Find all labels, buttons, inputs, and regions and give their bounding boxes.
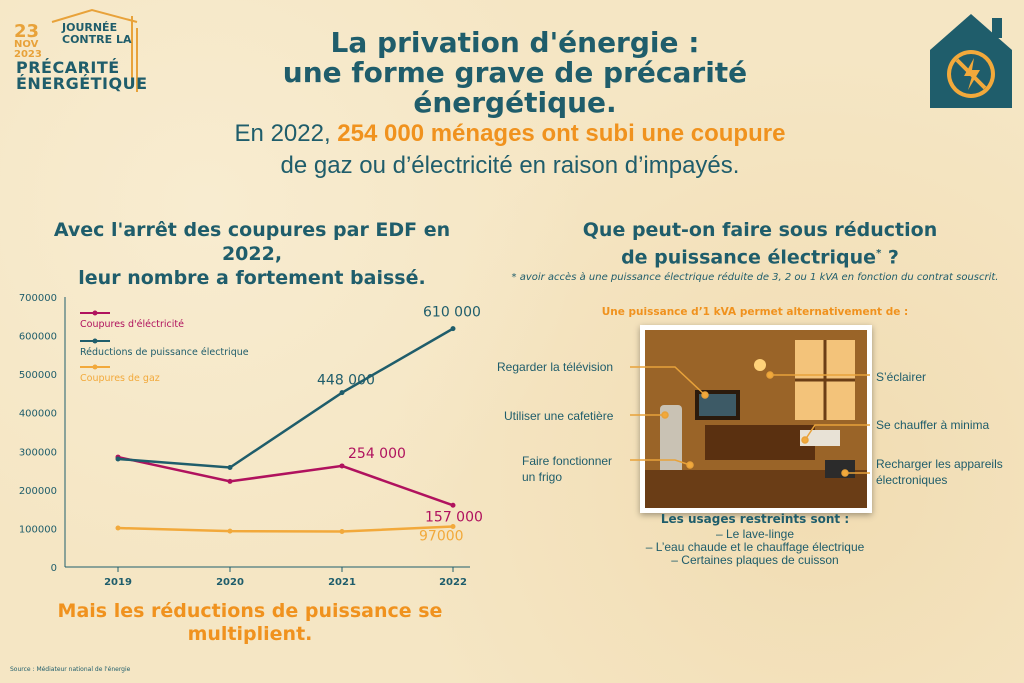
usage-heating: Se chauffer à minima	[876, 418, 990, 432]
event-logo: 23 NOV 2023 JOURNÉE CONTRE LA PRÉCARITÉ …	[12, 8, 172, 96]
y-tick-label: 100000	[19, 524, 57, 535]
usage-charging-1: Recharger les appareils	[876, 457, 1003, 471]
x-tick-label: 2019	[104, 577, 132, 588]
source-note: Source : Médiateur national de l'énergie	[10, 666, 131, 673]
usage-fridge-1: Faire fonctionner	[522, 454, 613, 468]
legend-marker	[92, 364, 98, 370]
data-point	[227, 478, 233, 484]
data-point	[450, 524, 456, 529]
legend-label: Réductions de puissance électrique	[80, 347, 249, 358]
restricted-item: – L’eau chaude et le chauffage électriqu…	[645, 540, 865, 554]
y-tick-label: 200000	[19, 486, 57, 497]
data-point	[115, 525, 121, 531]
data-label: 254 000	[348, 446, 406, 462]
usage-coffee: Utiliser une cafetière	[504, 409, 614, 423]
restricted-item: – Certaines plaques de cuisson	[671, 553, 839, 567]
data-point	[339, 529, 345, 535]
logo-house-outline	[51, 8, 138, 92]
data-point	[227, 528, 233, 534]
y-tick-label: 400000	[19, 409, 57, 420]
data-point	[227, 464, 233, 470]
series-line-0	[117, 455, 454, 507]
legend-marker	[92, 310, 98, 316]
usage-charging-2: électroniques	[876, 473, 948, 487]
data-point	[339, 390, 345, 396]
y-tick-label: 600000	[19, 332, 57, 343]
x-tick-label: 2022	[439, 577, 467, 588]
series-line-1	[117, 327, 454, 469]
usage-fridge-2: un frigo	[522, 470, 563, 484]
usage-tv: Regarder la télévision	[497, 360, 614, 374]
living-room-illustration	[640, 325, 872, 513]
kva-intro: Une puissance d’1 kVA permet alternative…	[601, 306, 909, 318]
usage-light: S’éclairer	[876, 370, 927, 384]
restricted-item: – Le lave-linge	[715, 527, 795, 541]
y-tick-label: 500000	[19, 370, 57, 381]
logo-main-text: PRÉCARITÉ ÉNERGÉTIQUE	[16, 58, 148, 93]
data-point	[450, 502, 456, 508]
usage-connectors	[630, 366, 870, 477]
data-point	[450, 326, 456, 332]
data-label: 97000	[419, 529, 464, 545]
bottom-title: Mais les réductions de puissance se mult…	[57, 600, 443, 645]
series-line-2	[117, 525, 454, 533]
legend-label: Coupures de gaz	[80, 373, 160, 384]
y-tick-label: 0	[51, 563, 57, 574]
footnote: * avoir accès à une puissance électrique…	[511, 272, 999, 283]
logo-date: 23 NOV 2023	[14, 21, 42, 60]
data-label: 610 000	[423, 305, 481, 321]
data-label: 448 000	[317, 373, 375, 389]
data-label: 157 000	[425, 509, 483, 525]
line-chart: 0 100000 200000 300000 400000 500000 600000 700…	[19, 293, 483, 588]
chart-section-title: Avec l'arrêt des coupures par EDF en 202…	[53, 219, 451, 289]
y-tick-label: 300000	[19, 447, 57, 458]
no-electricity-house-icon	[928, 12, 1014, 110]
power-reduction-title: Que peut-on faire sous réduction de puis…	[582, 219, 938, 269]
logo-day-text: JOURNÉE CONTRE LA	[62, 21, 132, 46]
restricted-list: – Le lave-linge – L’eau chaude et le cha…	[570, 528, 940, 567]
restricted-title: Les usages restreints sont :	[660, 512, 850, 526]
headline: En 2022, 254 000 ménages ont subi une co…	[234, 120, 786, 179]
x-tick-label: 2020	[216, 577, 244, 588]
legend-label: Coupures d'éléctricité	[80, 319, 184, 330]
x-tick-label: 2021	[328, 577, 356, 588]
data-point	[115, 456, 121, 462]
page-title: La privation d'énergie : une forme grave…	[282, 26, 748, 119]
legend-marker	[92, 338, 98, 344]
y-tick-label: 700000	[19, 293, 57, 304]
data-point	[339, 463, 345, 469]
